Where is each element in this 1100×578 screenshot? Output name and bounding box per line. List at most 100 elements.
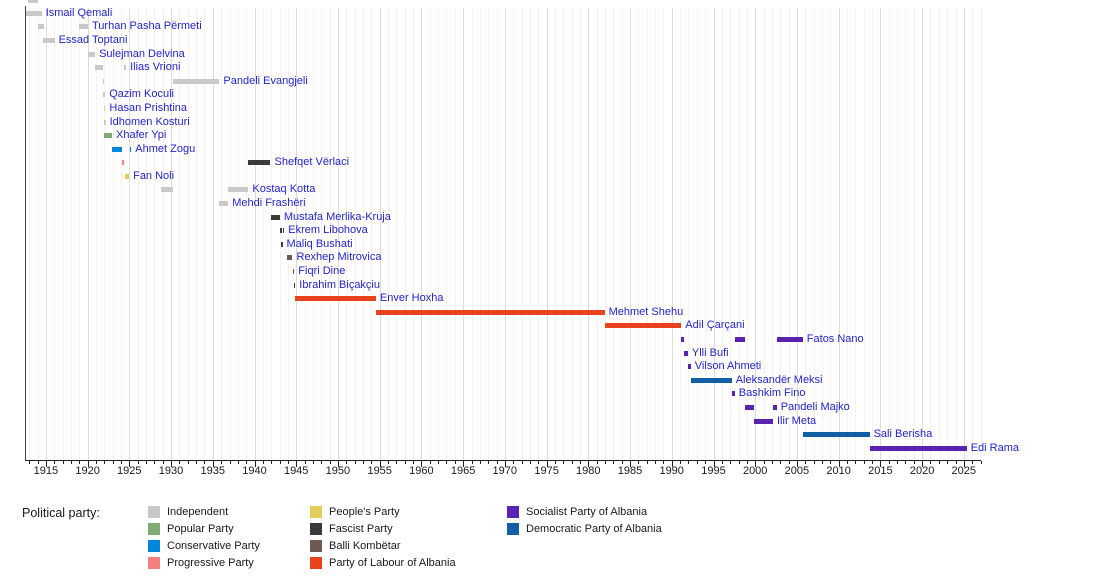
- axis-tick-label: 1925: [117, 465, 142, 477]
- axis-tick-minor: [488, 461, 490, 464]
- person-label[interactable]: Maliq Bushati: [286, 237, 353, 250]
- person-label[interactable]: Xhafer Ypi: [116, 129, 167, 141]
- person-label[interactable]: Pandeli Majko: [780, 400, 850, 413]
- axis-tick-minor: [721, 461, 723, 464]
- grid-line-minor: [304, 8, 306, 460]
- person-label[interactable]: Adil Çarçani: [685, 319, 745, 332]
- person-label[interactable]: Qazim Koculi: [109, 88, 174, 101]
- axis-tick-minor: [329, 461, 331, 464]
- grid-line-minor: [371, 8, 373, 460]
- timeline-bar: [88, 51, 96, 57]
- grid-line-minor: [705, 8, 707, 460]
- person-label[interactable]: Mustafa Merlika-Kruja: [283, 210, 391, 223]
- person-label[interactable]: Fiqri Dine: [298, 265, 346, 277]
- person-label[interactable]: Vilson Ahmeti: [694, 360, 762, 373]
- timeline-bar: [292, 269, 295, 274]
- timeline-bar: [228, 187, 249, 193]
- axis-tick-label: 1955: [367, 465, 392, 477]
- grid-line-minor: [513, 8, 515, 460]
- person-label[interactable]: Fatos Nano: [806, 333, 864, 345]
- person-label[interactable]: Fan Noli: [133, 169, 175, 182]
- axis-tick-minor: [788, 461, 790, 464]
- axis-tick-label: 1940: [242, 465, 267, 477]
- grid-line-minor: [279, 8, 281, 460]
- person-label[interactable]: Ylli Bufi: [691, 346, 729, 359]
- axis-tick-minor: [70, 461, 72, 464]
- legend-swatch: [310, 523, 322, 535]
- axis-tick-minor: [363, 461, 364, 464]
- person-label[interactable]: Sali Berisha: [873, 428, 933, 441]
- person-label[interactable]: Ahmet Zogu: [135, 142, 196, 155]
- person-label[interactable]: Enver Hoxha: [379, 292, 444, 305]
- person-label[interactable]: Edi Rama: [970, 441, 1019, 454]
- person-label[interactable]: Essad Toptani: [58, 33, 128, 46]
- grid-line-minor: [196, 8, 198, 460]
- person-label[interactable]: Bashkim Fino: [738, 387, 806, 400]
- person-label[interactable]: Sulejman Delvina: [99, 47, 185, 60]
- grid-line-minor: [104, 8, 106, 460]
- axis-tick-minor: [321, 461, 323, 464]
- grid-line-minor: [613, 8, 615, 460]
- person-label[interactable]: Mehmet Shehu: [608, 305, 684, 318]
- axis-tick-minor: [287, 461, 289, 464]
- grid-line-minor: [771, 8, 773, 460]
- axis-tick-major: [796, 461, 798, 467]
- person-label[interactable]: Idhomen Kosturi: [109, 115, 190, 128]
- axis-tick-minor: [605, 461, 606, 464]
- axis-tick-minor: [938, 461, 940, 464]
- timeline-bar: [681, 337, 684, 342]
- grid-line-minor: [638, 8, 640, 460]
- axis-tick-minor: [680, 461, 682, 464]
- grid-line-minor: [930, 8, 932, 460]
- grid-line-major: [45, 8, 47, 460]
- person-label[interactable]: Mehdi Frashëri: [232, 197, 306, 209]
- person-label[interactable]: Aleksandër Meksi: [735, 373, 823, 386]
- person-label[interactable]: Kostaq Kotta: [252, 183, 316, 196]
- axis-tick-label: 1915: [33, 465, 59, 477]
- timeline-bar: [38, 24, 44, 30]
- person-label[interactable]: Ibrahim Biçakçiu: [299, 278, 380, 291]
- timeline-bar: [219, 201, 229, 206]
- grid-line-minor: [70, 8, 72, 460]
- axis-tick-minor: [613, 461, 615, 464]
- axis-tick-minor: [571, 461, 573, 464]
- grid-line-major: [379, 8, 381, 460]
- grid-line-minor: [763, 8, 765, 460]
- timeline-bar: [112, 146, 123, 152]
- grid-line-minor: [79, 8, 81, 460]
- person-label[interactable]: Shefqet Vërlaci: [274, 156, 350, 169]
- axis-tick-minor: [112, 461, 114, 464]
- grid-line-minor: [29, 8, 31, 460]
- grid-line-minor: [955, 8, 957, 460]
- person-label[interactable]: Turhan Pasha Përmeti: [92, 20, 202, 33]
- axis-tick-minor: [29, 461, 31, 464]
- person-label[interactable]: Rexhep Mitrovica: [296, 251, 382, 264]
- timeline-bar: [124, 173, 130, 179]
- axis-tick-minor: [471, 461, 473, 464]
- person-label[interactable]: Hasan Prishtina: [109, 101, 188, 114]
- axis-tick-minor: [79, 461, 81, 464]
- person-label[interactable]: Ekrem Libohova: [288, 224, 368, 237]
- grid-line-minor: [521, 8, 523, 460]
- axis-tick-major: [880, 461, 882, 467]
- axis-tick-minor: [554, 461, 556, 464]
- grid-line-minor: [571, 8, 573, 460]
- grid-line-minor: [312, 8, 314, 460]
- grid-line-minor: [746, 8, 748, 460]
- grid-line-minor: [187, 8, 189, 460]
- person-label[interactable]: Ilir Meta: [777, 414, 817, 427]
- person-label[interactable]: Ilias Vrioni: [130, 61, 181, 74]
- axis-tick-minor: [955, 461, 957, 464]
- grid-line-minor: [321, 8, 323, 460]
- legend-swatch: [507, 523, 519, 535]
- axis-tick-minor: [354, 461, 356, 464]
- person-label[interactable]: Ismail Qemali: [45, 6, 113, 19]
- grid-line-major: [546, 8, 548, 460]
- legend-label: Balli Kombëtar: [329, 540, 401, 552]
- legend-swatch: [148, 523, 160, 535]
- timeline-bar: [776, 337, 803, 342]
- timeline-bar: [122, 160, 125, 166]
- axis-tick-minor: [663, 461, 665, 464]
- timeline-bar: [753, 418, 774, 424]
- person-label[interactable]: Pandeli Evangjeli: [223, 74, 308, 87]
